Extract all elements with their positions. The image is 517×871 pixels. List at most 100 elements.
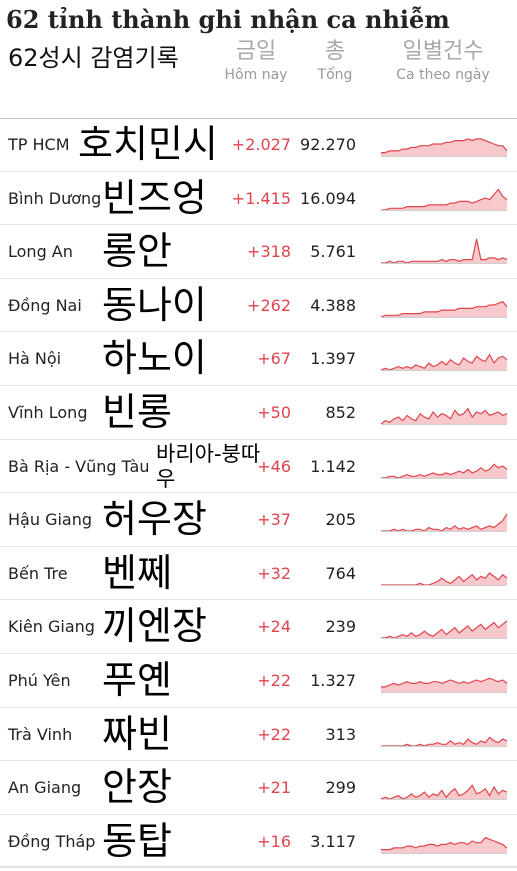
province-name-korean: 하노이 <box>102 336 207 381</box>
cases-total: 239 <box>325 617 356 637</box>
table-row[interactable]: Bến Tre 벤쩨 +32 764 <box>0 547 517 601</box>
province-name: Đồng Tháp <box>8 831 96 851</box>
province-name: Vĩnh Long <box>8 402 88 422</box>
province-name-korean: 안장 <box>102 765 172 810</box>
table-row[interactable]: Hậu Giang 허우장 +37 205 <box>0 493 517 547</box>
sparkline-area <box>381 572 507 585</box>
cases-total: 3.117 <box>310 831 356 851</box>
cases-today: +2.027 <box>231 135 291 154</box>
sparkline-area <box>381 785 507 800</box>
cases-total: 5.761 <box>310 242 356 262</box>
table-row[interactable]: Phú Yên 푸옌 +22 1.327 <box>0 654 517 708</box>
cases-today: +262 <box>247 295 291 315</box>
cases-today: +21 <box>257 778 291 798</box>
sparkline-line <box>381 836 508 850</box>
province-name-korean: 벤쩨 <box>102 550 172 595</box>
cases-today: +46 <box>257 456 291 476</box>
province-name: Bến Tre <box>8 563 68 583</box>
sparkline-area <box>381 188 507 210</box>
province-name: An Giang <box>8 778 82 798</box>
column-header-total-korean: 총 <box>324 39 346 64</box>
sparkline-area <box>381 621 507 639</box>
cases-total: 205 <box>325 510 356 530</box>
province-name: Long An <box>8 242 73 262</box>
sparkline-line <box>381 239 508 264</box>
column-header-daily-label: Ca theo ngày <box>396 67 490 83</box>
daily-cases-sparkline <box>381 138 508 157</box>
province-name: Hậu Giang <box>8 510 93 530</box>
province-name: Kiên Giang <box>8 617 95 637</box>
province-name-korean: 끼엔장 <box>102 604 207 649</box>
sparkline-area <box>381 408 507 424</box>
province-table: TP HCM 호치민시 +2.027 92.270 Bình Dương 빈즈엉 +1.41… <box>0 118 517 869</box>
sparkline-area <box>381 301 507 317</box>
sparkline-line <box>381 620 508 639</box>
province-name: Trà Vinh <box>8 724 73 744</box>
column-header-total[interactable]: 총 Tổng <box>302 38 368 84</box>
table-row[interactable]: TP HCM 호치민시 +2.027 92.270 <box>0 118 517 172</box>
sparkline-line <box>380 353 508 372</box>
cases-total: 313 <box>325 724 356 744</box>
table-row[interactable]: Bình Dương 빈즈엉 +1.415 16.094 <box>0 172 517 226</box>
table-row[interactable]: Hà Nội 하노이 +67 1.397 <box>0 332 517 386</box>
province-name-korean: 동나이 <box>102 282 207 327</box>
daily-cases-sparkline <box>380 784 508 801</box>
province-name-korean: 푸옌 <box>102 657 172 702</box>
column-header-today[interactable]: 금일 Hôm nay <box>210 38 302 84</box>
cases-total: 92.270 <box>300 135 356 154</box>
province-name: Đồng Nai <box>8 295 82 315</box>
page-title: 62 tỉnh thành ghi nhận ca nhiễm <box>6 5 450 34</box>
sparkline-line <box>381 463 508 479</box>
table-row[interactable]: Bà Rịa - Vũng Tàu 바리아-붕따우 +46 1.142 <box>0 440 517 494</box>
sparkline-area <box>381 239 507 264</box>
table-row[interactable]: Vĩnh Long 빈롱 +50 852 <box>0 386 517 440</box>
province-name: Bình Dương <box>8 188 102 208</box>
table-row[interactable]: Long An 롱안 +318 5.761 <box>0 225 517 279</box>
table-row[interactable]: Kiên Giang 끼엔장 +24 239 <box>0 600 517 654</box>
daily-cases-sparkline <box>381 836 508 854</box>
cases-total: 852 <box>325 402 356 422</box>
table-row[interactable]: Trà Vinh 짜빈 +22 313 <box>0 708 517 762</box>
daily-cases-sparkline <box>381 239 508 265</box>
province-name-korean: 빈즈엉 <box>102 175 207 220</box>
cases-total: 4.388 <box>310 295 356 315</box>
cases-today: +22 <box>257 724 291 744</box>
sparkline-area <box>381 678 507 692</box>
table-row[interactable]: Đồng Tháp 동탑 +16 3.117 <box>0 815 517 869</box>
sparkline-line <box>380 407 508 425</box>
daily-cases-sparkline <box>380 407 508 425</box>
cases-today: +318 <box>247 242 291 262</box>
province-name-korean: 짜빈 <box>102 711 172 756</box>
province-name: Phú Yên <box>8 670 71 690</box>
page-title-korean: 62성시 감염기록 <box>8 44 179 72</box>
province-name-korean: 빈롱 <box>102 389 172 434</box>
sparkline-line <box>380 300 508 318</box>
sparkline-area <box>381 514 507 532</box>
daily-cases-sparkline <box>381 620 508 640</box>
cases-total: 16.094 <box>300 188 356 208</box>
daily-cases-sparkline <box>380 353 508 372</box>
province-name-korean: 동탑 <box>102 818 172 863</box>
header-divider <box>0 118 517 119</box>
column-header-daily: 일별건수 Ca theo ngày <box>378 38 508 84</box>
cases-today: +1.415 <box>231 188 291 208</box>
column-header-daily-korean: 일별건수 <box>402 39 484 64</box>
sparkline-area <box>381 463 507 478</box>
province-name-korean: 롱안 <box>102 229 172 274</box>
sparkline-line <box>380 784 508 800</box>
daily-cases-sparkline <box>381 463 508 479</box>
column-header-total-label: Tổng <box>317 67 353 83</box>
cases-today: +24 <box>257 617 291 637</box>
table-row[interactable]: Đồng Nai 동나이 +262 4.388 <box>0 279 517 333</box>
sparkline-area <box>381 837 507 853</box>
table-row[interactable]: An Giang 안장 +21 299 <box>0 761 517 815</box>
sparkline-line <box>381 513 508 532</box>
cases-today: +50 <box>257 402 291 422</box>
column-header-today-korean: 금일 <box>235 39 277 64</box>
cases-today: +32 <box>257 563 291 583</box>
province-name-korean: 바리아-붕따우 <box>156 441 261 491</box>
province-name: Hà Nội <box>8 349 62 369</box>
sparkline-area <box>381 138 507 156</box>
sparkline-line <box>381 138 508 154</box>
cases-today: +67 <box>257 349 291 369</box>
